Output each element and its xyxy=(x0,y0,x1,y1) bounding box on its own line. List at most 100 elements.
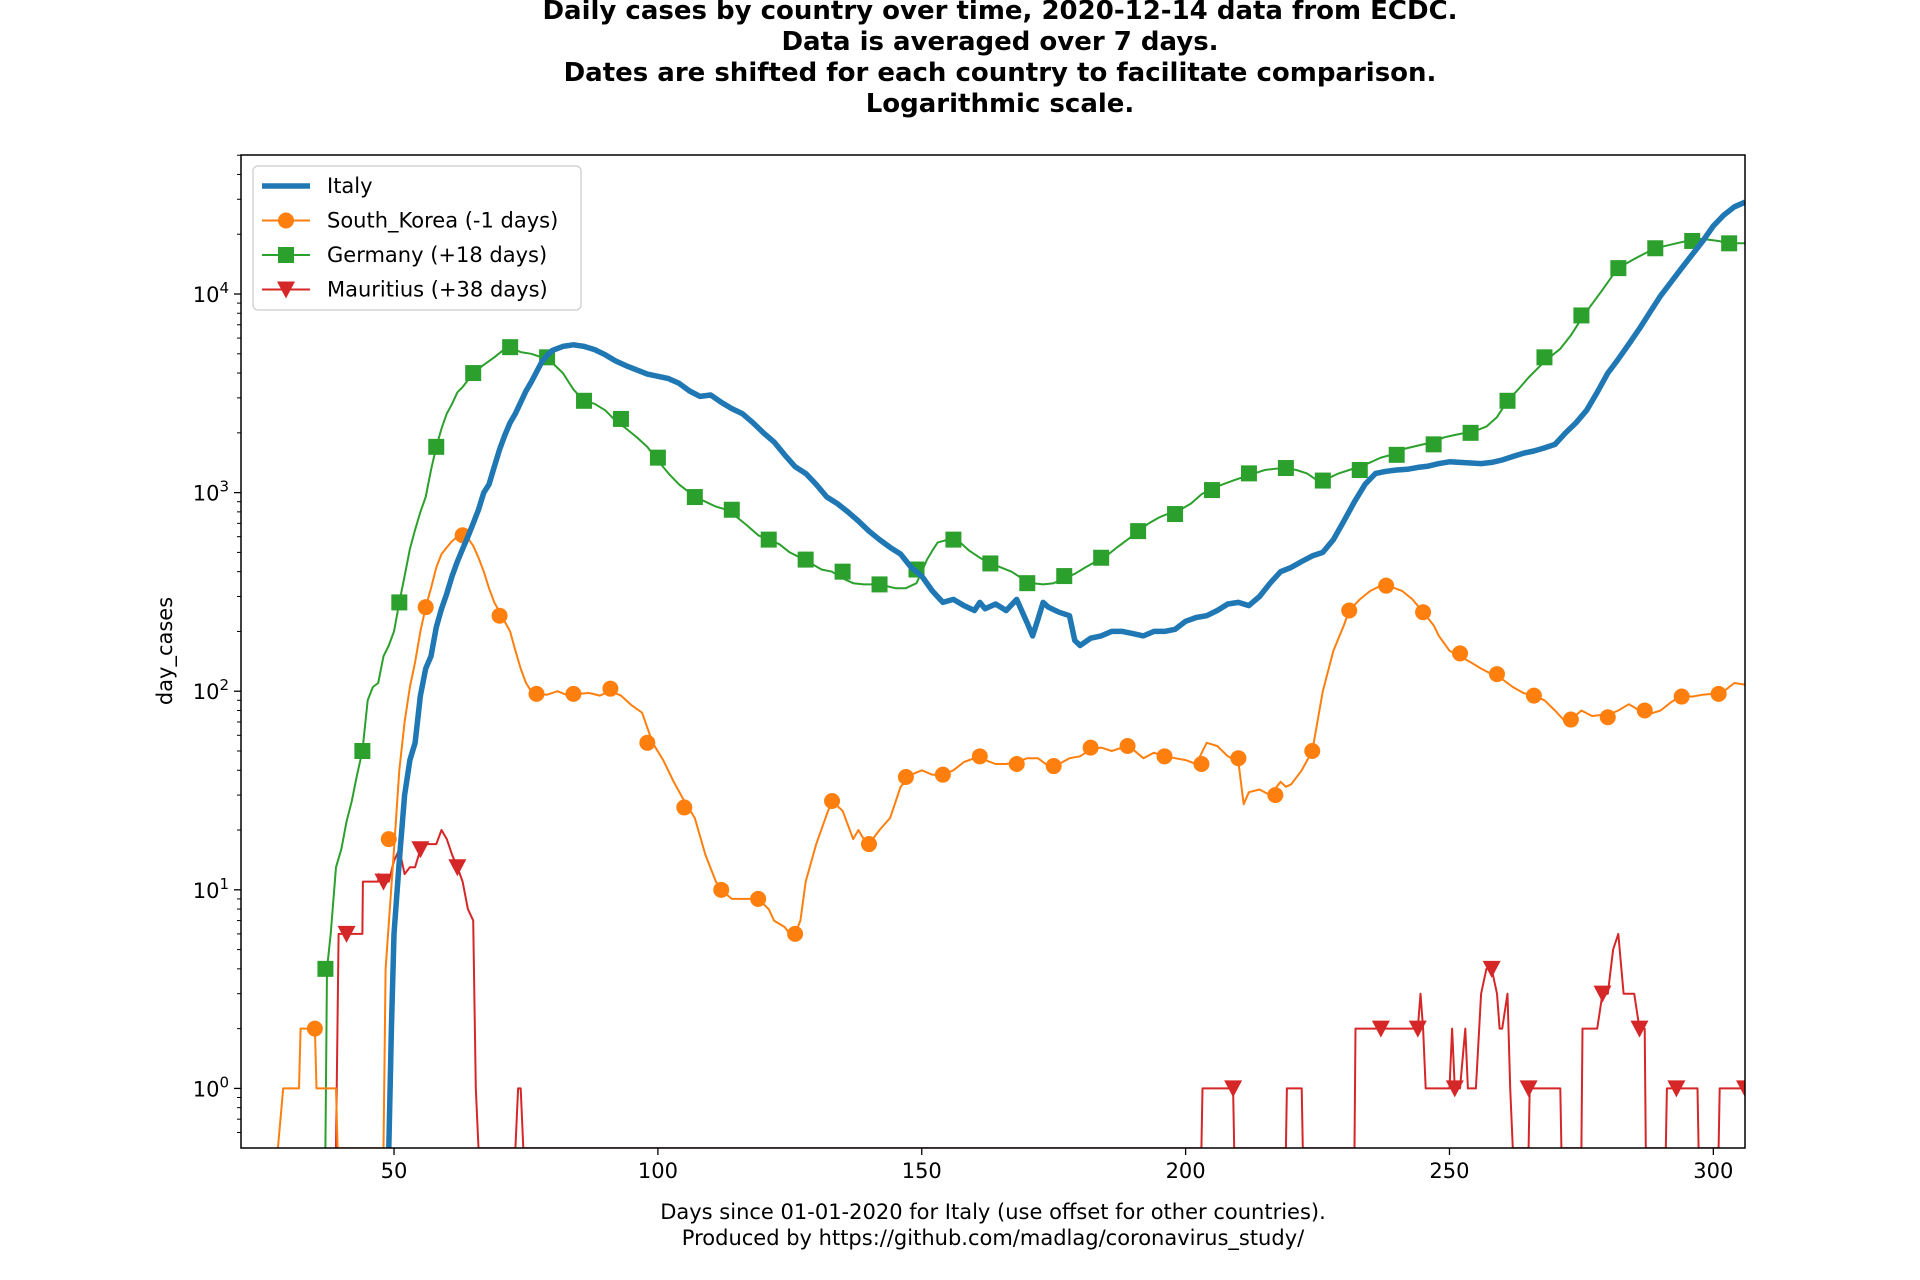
data-point-germany xyxy=(465,365,482,382)
data-point-south-korea xyxy=(1304,743,1321,760)
data-point-south-korea xyxy=(1415,604,1432,621)
data-point-mauritius xyxy=(1224,1080,1243,1098)
data-point-mauritius xyxy=(1371,1020,1390,1038)
data-point-mauritius xyxy=(1593,985,1612,1003)
data-point-germany xyxy=(1056,568,1073,585)
data-point-south-korea xyxy=(1562,711,1579,728)
data-point-germany xyxy=(612,410,629,427)
data-point-mauritius xyxy=(1482,960,1501,978)
data-point-germany xyxy=(1351,461,1368,478)
x-tick-label: 250 xyxy=(1429,1159,1469,1183)
data-point-germany xyxy=(317,960,334,977)
legend-label-south-korea: South_Korea (-1 days) xyxy=(327,209,558,234)
data-point-south-korea xyxy=(1193,756,1210,773)
data-point-south-korea xyxy=(1599,709,1616,726)
data-point-mauritius xyxy=(337,925,356,943)
y-tick-label: 103 xyxy=(193,478,229,506)
data-point-germany xyxy=(1240,465,1257,482)
data-point-south-korea xyxy=(565,685,582,702)
data-point-south-korea xyxy=(1488,666,1505,683)
data-point-south-korea xyxy=(1452,645,1469,662)
data-point-south-korea xyxy=(1230,750,1247,767)
data-point-south-korea xyxy=(602,680,619,697)
y-tick-label: 104 xyxy=(193,279,229,307)
x-tick-label: 100 xyxy=(638,1159,678,1183)
data-point-germany xyxy=(1425,436,1442,453)
data-point-south-korea xyxy=(897,768,914,785)
data-point-south-korea xyxy=(934,766,951,783)
data-point-germany xyxy=(686,489,703,506)
data-point-germany xyxy=(723,501,740,518)
y-tick-label: 100 xyxy=(193,1073,229,1101)
data-point-south-korea xyxy=(491,607,508,624)
data-point-germany xyxy=(354,743,371,760)
data-point-mauritius xyxy=(448,859,467,877)
legend-label-mauritius: Mauritius (+38 days) xyxy=(327,278,548,302)
x-tick-label: 200 xyxy=(1166,1159,1206,1183)
chart-title-line-4: Logarithmic scale. xyxy=(866,89,1135,119)
data-point-south-korea xyxy=(1045,758,1062,775)
data-point-mauritius xyxy=(411,841,430,859)
data-point-germany xyxy=(428,438,445,455)
data-point-germany xyxy=(1388,446,1405,463)
chart-title-line-3: Dates are shifted for each country to fa… xyxy=(564,58,1437,88)
data-point-germany xyxy=(649,449,666,466)
y-tick-label: 102 xyxy=(193,676,229,704)
data-point-south-korea xyxy=(787,925,804,942)
data-point-south-korea xyxy=(1525,687,1542,704)
data-point-germany xyxy=(1167,506,1184,523)
data-point-germany xyxy=(1536,349,1553,366)
data-point-germany xyxy=(1499,392,1516,409)
data-point-south-korea xyxy=(1673,688,1690,705)
data-point-mauritius xyxy=(1736,1080,1745,1098)
series-italy xyxy=(386,199,1745,1148)
data-point-germany xyxy=(945,531,962,548)
data-point-mauritius xyxy=(1519,1080,1538,1098)
data-point-germany xyxy=(1314,472,1331,489)
data-point-south-korea xyxy=(306,1020,323,1037)
data-point-germany xyxy=(760,531,777,548)
data-point-germany xyxy=(871,576,888,593)
legend-label-germany: Germany (+18 days) xyxy=(327,243,547,267)
data-point-south-korea xyxy=(750,890,767,907)
data-point-germany xyxy=(982,555,999,572)
data-point-south-korea xyxy=(639,734,656,751)
series-germany xyxy=(317,232,1745,1148)
data-point-germany xyxy=(797,551,814,568)
data-point-south-korea xyxy=(1341,602,1358,619)
data-point-germany xyxy=(502,339,519,356)
x-axis-label-line-1: Days since 01-01-2020 for Italy (use off… xyxy=(660,1200,1326,1224)
data-point-south-korea xyxy=(417,599,434,616)
data-point-south-korea xyxy=(676,799,693,816)
data-point-south-korea xyxy=(1082,739,1099,756)
data-point-south-korea xyxy=(1378,577,1395,594)
legend: Italy South_Korea (-1 days) Germany (+18 d… xyxy=(252,165,582,311)
legend-label-italy: Italy xyxy=(327,174,373,198)
data-point-germany xyxy=(1573,307,1590,324)
data-point-south-korea xyxy=(380,831,397,848)
legend-marker-south-korea xyxy=(278,212,294,229)
data-point-mauritius xyxy=(1667,1080,1686,1098)
x-axis-label-line-2: Produced by https://github.com/madlag/co… xyxy=(682,1226,1305,1251)
data-point-south-korea xyxy=(1710,685,1727,702)
data-point-germany xyxy=(576,392,593,409)
data-point-germany xyxy=(1204,482,1221,499)
x-tick-label: 300 xyxy=(1693,1159,1733,1183)
data-point-mauritius xyxy=(374,873,393,891)
data-point-south-korea xyxy=(971,748,988,765)
data-point-south-korea xyxy=(1636,702,1653,719)
legend-box xyxy=(252,165,582,311)
data-point-germany xyxy=(1093,549,1110,566)
data-point-south-korea xyxy=(713,881,730,898)
data-point-south-korea xyxy=(528,685,545,702)
data-point-germany xyxy=(834,563,851,580)
plot-frame xyxy=(240,154,1746,1149)
data-point-south-korea xyxy=(1008,756,1025,773)
chart-title-line-1: Daily cases by country over time, 2020-1… xyxy=(542,0,1457,26)
chart-title-line-2: Data is averaged over 7 days. xyxy=(781,27,1218,57)
y-axis-label: day_cases xyxy=(153,597,178,705)
y-tick-label: 101 xyxy=(193,875,229,903)
x-tick-label: 150 xyxy=(902,1159,942,1183)
data-point-germany xyxy=(1647,240,1664,257)
